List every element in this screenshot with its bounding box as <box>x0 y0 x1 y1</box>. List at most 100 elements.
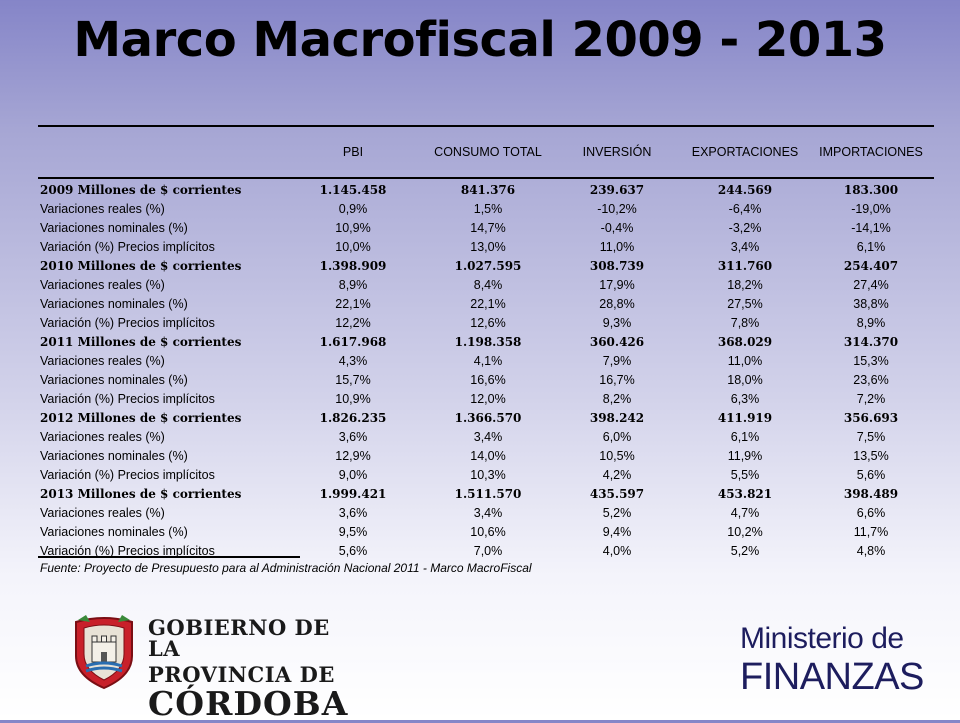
source-note: Fuente: Proyecto de Presupuesto para al … <box>40 561 532 575</box>
table-cell: 14,0% <box>470 449 506 463</box>
table-cell: 10,5% <box>599 449 635 463</box>
table-cell: 12,0% <box>470 392 506 406</box>
table-cell: 7,9% <box>602 354 632 368</box>
table-cell: 254.407 <box>843 259 899 273</box>
table-cell: 27,4% <box>853 278 889 292</box>
row-label: Variación (%) Precios implícitos <box>40 392 215 406</box>
table-cell: -14,1% <box>851 221 891 235</box>
table-cell: 5,2% <box>730 544 760 558</box>
table-cell: 23,6% <box>853 373 889 387</box>
column-header-inversion: INVERSIÓN <box>582 145 652 159</box>
row-label: Variación (%) Precios implícitos <box>40 240 215 254</box>
table-cell: 5,6% <box>338 544 368 558</box>
table-cell: 28,8% <box>599 297 635 311</box>
table-cell: 9,3% <box>602 316 632 330</box>
table-cell: 7,0% <box>473 544 503 558</box>
table-cell: 3,6% <box>338 430 368 444</box>
table-cell: 3,4% <box>730 240 760 254</box>
table-cell: 244.569 <box>717 183 773 197</box>
table-cell: 8,9% <box>856 316 886 330</box>
table-row: Variaciones nominales (%) 9,5% 10,6% 9,4% 10… <box>38 523 934 542</box>
column-header-consumo: CONSUMO TOTAL <box>434 145 542 159</box>
table-cell: 4,1% <box>473 354 503 368</box>
table-cell: 10,0% <box>335 240 371 254</box>
table-cell: 3,6% <box>338 506 368 520</box>
row-label: 2013 Millones de $ corrientes <box>40 487 242 501</box>
table-cell: 4,7% <box>730 506 760 520</box>
table-cell: 17,9% <box>599 278 635 292</box>
gobierno-line-3: CÓRDOBA <box>148 684 349 723</box>
table-cell: 398.242 <box>589 411 645 425</box>
table-row: Variaciones reales (%) 8,9% 8,4% 17,9% 18,2%… <box>38 276 934 295</box>
table-cell: 360.426 <box>589 335 645 349</box>
gobierno-wordmark: GOBIERNO DE LA PROVINCIA DE CÓRDOBA <box>148 612 348 720</box>
table-cell: 18,0% <box>727 373 763 387</box>
row-label: Variaciones nominales (%) <box>40 297 188 311</box>
table-cell: 4,3% <box>338 354 368 368</box>
table-cell: 356.693 <box>843 411 899 425</box>
table-year-row: 2009 Millones de $ corrientes 1.145.458 84… <box>38 181 934 200</box>
table-row: Variación (%) Precios implícitos 10,0% 13,… <box>38 238 934 257</box>
table-cell: 311.760 <box>717 259 773 273</box>
row-label: Variaciones nominales (%) <box>40 449 188 463</box>
table-cell: 453.821 <box>717 487 773 501</box>
table-cell: 7,5% <box>856 430 886 444</box>
table-cell: 6,0% <box>602 430 632 444</box>
page-title: Marco Macrofiscal 2009 - 2013 <box>73 12 887 68</box>
table-cell: 5,5% <box>730 468 760 482</box>
table-year-row: 2012 Millones de $ corrientes 1.826.235 1.… <box>38 409 934 428</box>
table-cell: 1.198.358 <box>454 335 522 349</box>
table-cell: 16,7% <box>599 373 635 387</box>
table-row: Variaciones nominales (%) 10,9% 14,7% -0,4%… <box>38 219 934 238</box>
table-cell: 1.511.570 <box>454 487 522 501</box>
table-cell: 5,6% <box>856 468 886 482</box>
row-label: 2009 Millones de $ corrientes <box>40 183 242 197</box>
table-bottom-rule <box>38 556 300 558</box>
table-cell: 1,5% <box>473 202 503 216</box>
row-label: Variaciones reales (%) <box>40 202 165 216</box>
column-header-exportaciones: EXPORTACIONES <box>691 145 799 159</box>
gobierno-line-1: GOBIERNO DE LA <box>148 615 330 661</box>
table-cell: 6,1% <box>730 430 760 444</box>
row-label: Variaciones nominales (%) <box>40 373 188 387</box>
table-cell: 11,0% <box>727 354 763 368</box>
ministerio-finanzas-logo: Ministerio de FINANZAS <box>740 622 924 702</box>
cordoba-coat-of-arms-icon <box>75 615 133 690</box>
table-row: Variaciones reales (%) 3,6% 3,4% 5,2% 4,7% 6,… <box>38 504 934 523</box>
column-header-pbi: PBI <box>342 145 364 159</box>
table-cell: 10,9% <box>335 221 371 235</box>
table-cell: 4,0% <box>602 544 632 558</box>
row-label: Variación (%) Precios implícitos <box>40 316 215 330</box>
table-cell: 10,6% <box>470 525 506 539</box>
table-cell: 1.826.235 <box>319 411 387 425</box>
table-cell: 12,2% <box>335 316 371 330</box>
gobierno-cordoba-logo: GOBIERNO DE LA PROVINCIA DE CÓRDOBA <box>70 612 347 720</box>
table-cell: 1.617.968 <box>319 335 387 349</box>
table-row: Variaciones nominales (%) 12,9% 14,0% 10,5%… <box>38 447 934 466</box>
table-cell: 435.597 <box>589 487 645 501</box>
row-label: Variaciones reales (%) <box>40 354 165 368</box>
table-cell: 15,7% <box>335 373 371 387</box>
table-row: Variación (%) Precios implícitos 5,6% 7,0%… <box>38 542 934 561</box>
row-label: Variación (%) Precios implícitos <box>40 468 215 482</box>
table-year-row: 2011 Millones de $ corrientes 1.617.968 1.… <box>38 333 934 352</box>
table-row: Variación (%) Precios implícitos 9,0% 10,3… <box>38 466 934 485</box>
table-cell: 10,3% <box>470 468 506 482</box>
row-label: Variaciones reales (%) <box>40 506 165 520</box>
row-label: Variaciones reales (%) <box>40 278 165 292</box>
table-row: Variaciones reales (%) 3,6% 3,4% 6,0% 6,1% 7,… <box>38 428 934 447</box>
row-label: 2010 Millones de $ corrientes <box>40 259 242 273</box>
table-cell: 15,3% <box>853 354 889 368</box>
ministerio-line-1: Ministerio de <box>740 622 904 655</box>
table-cell: 38,8% <box>853 297 889 311</box>
table-row: Variaciones nominales (%) 15,7% 16,6% 16,7%… <box>38 371 934 390</box>
table-cell: 12,9% <box>335 449 371 463</box>
table-cell: 6,1% <box>856 240 886 254</box>
table-cell: 10,2% <box>727 525 763 539</box>
table-cell: 4,8% <box>856 544 886 558</box>
table-cell: 1.366.570 <box>454 411 522 425</box>
table-cell: 6,3% <box>730 392 760 406</box>
table-cell: 18,2% <box>727 278 763 292</box>
table-year-row: 2013 Millones de $ corrientes 1.999.421 1.… <box>38 485 934 504</box>
table-cell: -19,0% <box>851 202 891 216</box>
